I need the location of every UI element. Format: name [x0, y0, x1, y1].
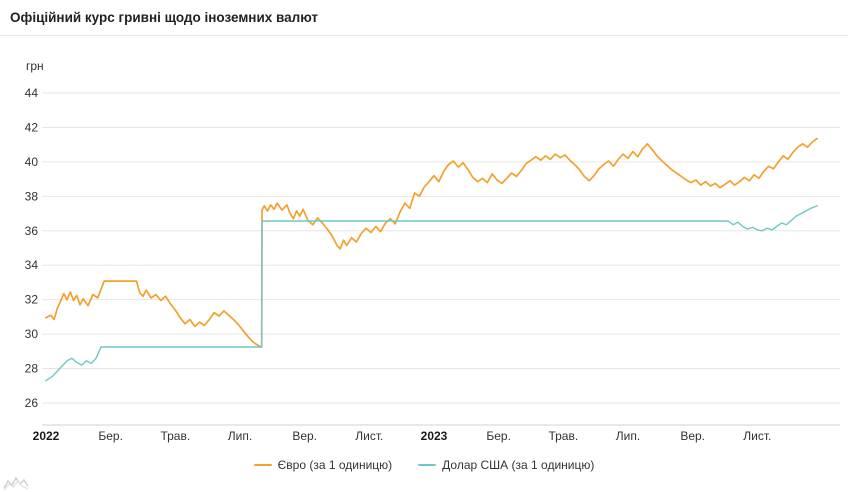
x-axis-tick-label: 2023 — [421, 429, 448, 443]
x-axis-tick-label: 2022 — [33, 429, 60, 443]
x-axis-tick-label: Вер. — [680, 429, 705, 443]
x-axis-tick-label: Лист. — [355, 429, 383, 443]
y-axis-unit-label: грн — [26, 59, 44, 73]
legend-item-euro[interactable]: Євро (за 1 одиницю) — [253, 458, 393, 472]
chart-legend: Євро (за 1 одиницю) Долар США (за 1 один… — [0, 458, 848, 472]
y-axis-tick-label: 26 — [25, 396, 39, 410]
x-axis-tick-label: Трав. — [160, 429, 190, 443]
legend-label-euro: Євро (за 1 одиницю) — [277, 458, 393, 472]
usd-line-marker — [418, 464, 437, 466]
x-axis-tick-label: Вер. — [292, 429, 317, 443]
y-axis-tick-label: 44 — [25, 86, 39, 100]
chart-watermark-icon — [3, 476, 29, 491]
page-title: Офіційний курс гривні щодо іноземних вал… — [10, 10, 319, 25]
exchange-rate-chart[interactable]: 26 28 30 32 34 36 38 40 42 44 грн 2022 Бер. Трав. Лип.… — [0, 36, 848, 448]
legend-item-usd[interactable]: Долар США (за 1 одиницю) — [418, 458, 594, 472]
series-line-euro[interactable] — [45, 137, 818, 348]
y-axis-tick-label: 32 — [25, 293, 39, 307]
y-axis-tick-label: 42 — [25, 120, 39, 134]
series-line-usd[interactable] — [45, 205, 818, 382]
x-axis-tick-label: Лип. — [616, 429, 640, 443]
x-axis-tick-label: Трав. — [548, 429, 578, 443]
x-axis-tick-label: Бер. — [98, 429, 123, 443]
x-axis-tick-label: Лист. — [743, 429, 771, 443]
y-axis-tick-label: 28 — [25, 362, 39, 376]
x-axis-tick-label: Лип. — [228, 429, 252, 443]
y-axis-tick-label: 38 — [25, 189, 39, 203]
legend-label-usd: Долар США (за 1 одиницю) — [442, 458, 595, 472]
euro-line-marker — [253, 464, 272, 466]
y-axis-tick-label: 36 — [25, 224, 39, 238]
y-axis-tick-label: 40 — [25, 155, 39, 169]
y-axis-tick-label: 34 — [25, 258, 39, 272]
y-axis-tick-label: 30 — [25, 327, 39, 341]
chart-header: Офіційний курс гривні щодо іноземних вал… — [0, 0, 848, 36]
x-axis-tick-label: Бер. — [486, 429, 511, 443]
